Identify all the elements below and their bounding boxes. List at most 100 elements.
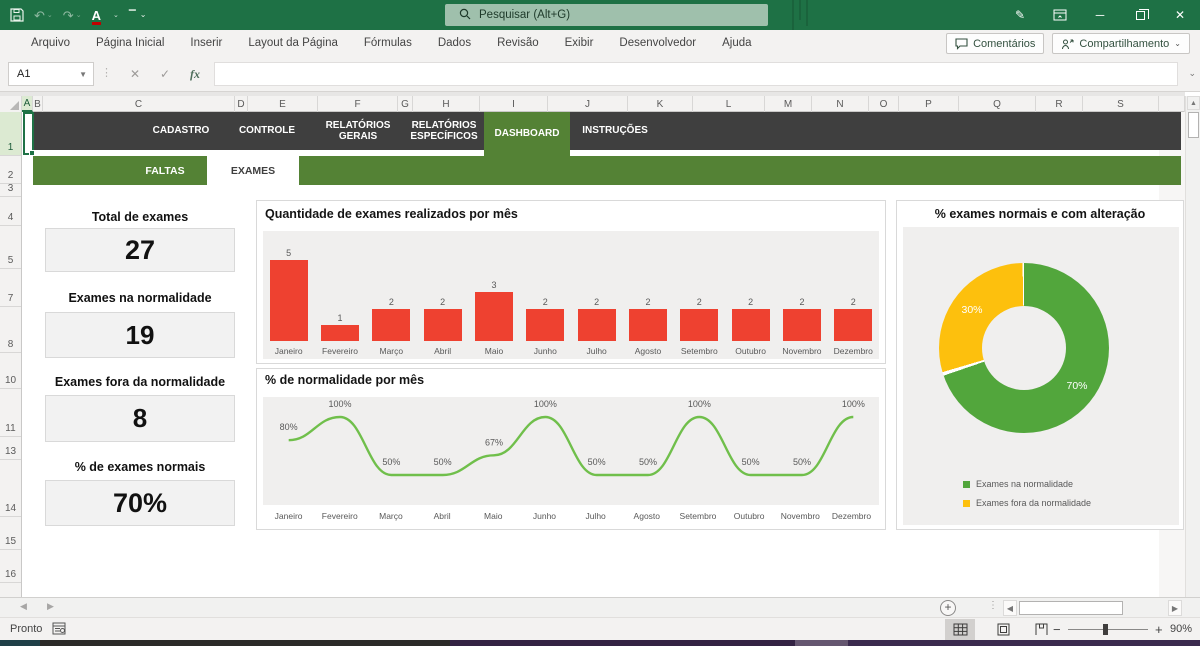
column-header-c[interactable]: C: [43, 96, 235, 112]
zoom-out-icon[interactable]: −: [1053, 622, 1061, 637]
row-header-16[interactable]: 16: [0, 550, 21, 583]
bar-novembro[interactable]: [782, 308, 821, 341]
nav-tab-dashboard[interactable]: DASHBOARD: [484, 112, 570, 156]
ribbon-tab-exibir[interactable]: Exibir: [564, 37, 594, 49]
column-header-d[interactable]: D: [235, 96, 248, 112]
page-break-view-icon[interactable]: [1026, 619, 1056, 640]
row-header-11[interactable]: 11: [0, 389, 21, 437]
bar-abril[interactable]: [423, 308, 462, 341]
row-header-3[interactable]: 3: [0, 183, 21, 197]
row-header-5[interactable]: 5: [0, 226, 21, 269]
row-header-14[interactable]: 14: [0, 460, 21, 517]
subnav-tab-faltas[interactable]: FALTAS: [145, 164, 185, 177]
enter-icon[interactable]: ✓: [159, 67, 171, 81]
bar-agosto[interactable]: [628, 308, 667, 341]
subnav-tab-exames[interactable]: EXAMES: [207, 156, 299, 185]
ribbon-tab-ajuda[interactable]: Ajuda: [722, 37, 752, 49]
cancel-icon[interactable]: ✕: [129, 67, 141, 81]
ribbon-tab-arquivo[interactable]: Arquivo: [31, 37, 70, 49]
customize-qat-icon[interactable]: ▔: [128, 9, 136, 20]
name-box[interactable]: A1 ▼: [8, 62, 94, 86]
column-header-j[interactable]: J: [548, 96, 628, 112]
bar-janeiro[interactable]: [269, 260, 308, 341]
column-header-m[interactable]: M: [765, 96, 812, 112]
expand-formula-bar-icon[interactable]: ⌄: [1188, 68, 1196, 78]
horizontal-scroll-thumb[interactable]: [1019, 601, 1123, 615]
zoom-in-icon[interactable]: +: [1155, 622, 1163, 637]
ribbon-tab-dados[interactable]: Dados: [437, 37, 472, 49]
ribbon-tab-layout-da-página[interactable]: Layout da Página: [248, 37, 338, 49]
minimize-button[interactable]: ─: [1095, 8, 1105, 22]
ribbon-tab-revisão[interactable]: Revisão: [497, 37, 539, 49]
row-header-13[interactable]: 13: [0, 437, 21, 460]
vertical-scroll-thumb[interactable]: [1188, 112, 1199, 138]
bar-março[interactable]: [372, 308, 411, 341]
ribbon-display-options-icon[interactable]: [1040, 0, 1080, 30]
insert-function-icon[interactable]: fx: [190, 66, 200, 81]
new-sheet-button[interactable]: +: [940, 600, 956, 616]
bar-dezembro[interactable]: [834, 308, 873, 341]
sheet-nav-left-icon[interactable]: ◀: [20, 601, 27, 611]
column-header-f[interactable]: F: [318, 96, 398, 112]
share-button[interactable]: Compartilhamento ⌄: [1052, 33, 1190, 54]
ribbon-tab-página-inicial[interactable]: Página Inicial: [96, 37, 165, 49]
bar-julho[interactable]: [577, 308, 616, 341]
splitter-dots[interactable]: ⋮: [988, 600, 998, 611]
scroll-right-icon[interactable]: ▶: [1168, 600, 1182, 616]
row-header-7[interactable]: 7: [0, 269, 21, 307]
vertical-scrollbar[interactable]: ▲: [1185, 96, 1200, 597]
page-layout-view-icon[interactable]: [988, 619, 1018, 640]
column-header-n[interactable]: N: [812, 96, 869, 112]
line-series[interactable]: [288, 415, 854, 477]
column-header-h[interactable]: H: [413, 96, 480, 112]
donut-chart-card[interactable]: % exames normais e com alteração 30% 70%…: [896, 200, 1184, 530]
zoom-level-label[interactable]: 90%: [1170, 623, 1193, 635]
undo-icon[interactable]: ↶ ⌄: [34, 7, 53, 23]
selected-cell-a1[interactable]: [23, 112, 35, 156]
font-color-dropdown-icon[interactable]: ⌄: [112, 12, 119, 19]
redo-icon[interactable]: ↷ ⌄: [62, 7, 82, 23]
column-header-p[interactable]: P: [899, 96, 959, 112]
row-header-4[interactable]: 4: [0, 197, 21, 226]
macro-record-icon[interactable]: [52, 622, 66, 638]
row-header-15[interactable]: 15: [0, 517, 21, 550]
row-header-1[interactable]: 1: [0, 112, 21, 156]
nav-tab-relat-rios-espec-ficos[interactable]: RELATÓRIOS ESPECÍFICOS: [410, 119, 478, 143]
scroll-left-icon[interactable]: ◀: [1003, 600, 1017, 616]
bar-chart-card[interactable]: Quantidade de exames realizados por mês …: [256, 200, 886, 364]
formula-input[interactable]: [214, 62, 1178, 86]
column-header-q[interactable]: Q: [959, 96, 1036, 112]
font-color-icon[interactable]: A: [91, 7, 102, 25]
nav-tab-instru-es[interactable]: INSTRUÇÕES: [582, 125, 648, 137]
bar-junho[interactable]: [526, 308, 565, 341]
column-header-g[interactable]: G: [398, 96, 413, 112]
close-button[interactable]: ✕: [1174, 8, 1186, 22]
column-header-o[interactable]: O: [869, 96, 899, 112]
select-all-corner[interactable]: [0, 96, 22, 112]
ribbon-tab-fórmulas[interactable]: Fórmulas: [363, 37, 412, 49]
save-icon[interactable]: [10, 8, 24, 22]
draw-pen-icon[interactable]: ✎: [1014, 8, 1026, 22]
column-header-i[interactable]: I: [480, 96, 548, 112]
ribbon-tab-inserir[interactable]: Inserir: [190, 37, 223, 49]
row-header-2[interactable]: 2: [0, 156, 21, 184]
comments-button[interactable]: Comentários: [946, 33, 1045, 54]
bar-setembro[interactable]: [680, 308, 719, 341]
nav-tab-relat-rios-gerais[interactable]: RELATÓRIOS GERAIS: [325, 119, 391, 143]
column-header-a[interactable]: A: [22, 96, 33, 112]
zoom-slider-handle[interactable]: [1103, 624, 1108, 635]
bar-fevereiro[interactable]: [320, 324, 359, 341]
line-chart-card[interactable]: % de normalidade por mês 80% 100% 50% 50% 67…: [256, 368, 886, 530]
row-header-8[interactable]: 8: [0, 307, 21, 353]
normal-view-icon[interactable]: [945, 619, 975, 640]
restore-button[interactable]: [1120, 0, 1160, 30]
column-header-s[interactable]: S: [1083, 96, 1159, 112]
row-header-10[interactable]: 10: [0, 353, 21, 389]
scroll-up-icon[interactable]: ▲: [1187, 96, 1200, 110]
ribbon-tab-desenvolvedor[interactable]: Desenvolvedor: [619, 37, 697, 49]
nav-tab-controle[interactable]: CONTROLE: [238, 125, 296, 137]
column-header-k[interactable]: K: [628, 96, 693, 112]
column-header-l[interactable]: L: [693, 96, 765, 112]
sheet-nav-right-icon[interactable]: ▶: [47, 601, 54, 611]
column-header-r[interactable]: R: [1036, 96, 1083, 112]
